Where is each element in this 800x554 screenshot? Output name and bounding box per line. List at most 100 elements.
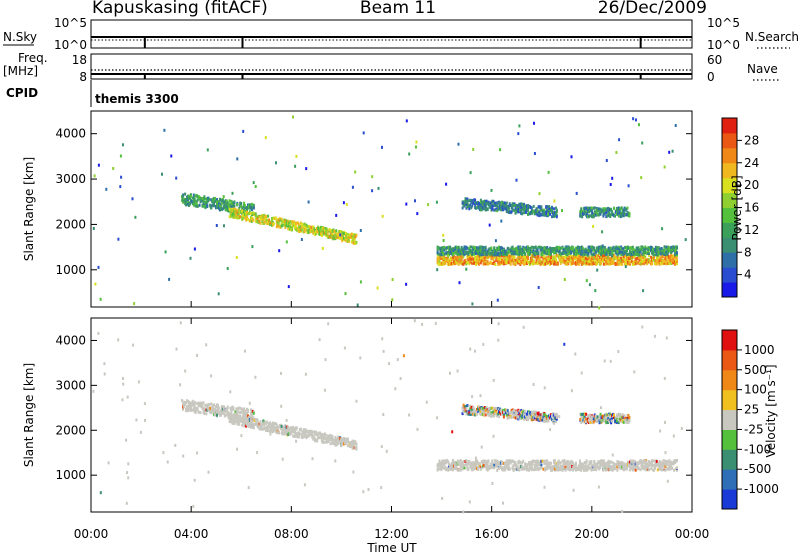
echo-cell xyxy=(298,432,301,436)
echo-cell xyxy=(541,459,544,463)
echo-speck xyxy=(661,227,664,231)
echo-cell xyxy=(554,251,557,255)
echo-cell xyxy=(495,251,498,255)
echo-cell xyxy=(465,407,468,411)
echo-speck xyxy=(356,303,359,307)
echo-cell xyxy=(590,460,593,463)
echo-cell xyxy=(487,465,490,468)
echo-speck xyxy=(362,131,365,135)
echo-cell xyxy=(241,423,244,427)
echo-cell xyxy=(263,220,266,224)
echo-speck xyxy=(335,213,338,217)
echo-speck xyxy=(242,129,245,133)
echo-cell xyxy=(622,209,625,213)
echo-cell xyxy=(292,425,295,429)
echo-speck xyxy=(638,123,640,127)
echo-cell xyxy=(561,246,564,250)
echo-cell xyxy=(346,438,349,441)
echo-cell xyxy=(588,460,591,464)
echo-cell xyxy=(200,401,203,405)
echo-cell xyxy=(530,245,533,249)
echo-speck xyxy=(416,212,419,216)
freq-tick-low: 8 xyxy=(79,70,87,84)
echo-cell xyxy=(475,465,477,469)
echo-cell xyxy=(676,258,678,262)
echo-cell xyxy=(265,217,268,221)
echo-cell xyxy=(517,466,520,470)
echo-speck xyxy=(596,268,599,272)
echo-cell xyxy=(645,247,648,251)
echo-cell xyxy=(603,246,606,249)
echo-cell xyxy=(502,207,505,211)
echo-cell xyxy=(628,211,631,215)
echo-cell xyxy=(252,426,255,430)
cpid-text: themis 3300 xyxy=(95,92,179,106)
echo-cell xyxy=(651,461,653,465)
echo-cell xyxy=(519,248,522,251)
echo-cell xyxy=(247,422,249,426)
echo-cell xyxy=(472,410,475,414)
echo-cell xyxy=(457,468,460,472)
echo-cell xyxy=(287,224,290,228)
echo-speck xyxy=(112,167,115,170)
echo-cell xyxy=(587,206,589,210)
echo-cell xyxy=(501,206,503,209)
echo-cell xyxy=(676,262,678,266)
echo-cell xyxy=(599,207,602,211)
echo-cell xyxy=(550,465,552,469)
echo-speck xyxy=(391,298,394,302)
echo-cell xyxy=(189,193,192,197)
echo-speck xyxy=(300,238,303,241)
echo-cell xyxy=(443,245,446,249)
echo-cell xyxy=(313,430,316,434)
echo-cell xyxy=(639,468,642,472)
echo-cell xyxy=(452,459,454,463)
echo-cell xyxy=(294,429,296,433)
echo-cell xyxy=(574,465,577,469)
echo-speck xyxy=(445,182,448,186)
echo-cell xyxy=(498,260,501,264)
echo-cell xyxy=(605,248,608,252)
echo-cell xyxy=(343,232,345,236)
echo-cell xyxy=(658,259,661,263)
echo-cell xyxy=(233,204,236,208)
echo-speck xyxy=(264,136,267,140)
echo-cell xyxy=(603,256,606,260)
echo-cell xyxy=(598,251,601,255)
echo-cell xyxy=(203,195,206,199)
echo-speck xyxy=(170,154,173,158)
echo-speck xyxy=(518,124,521,128)
echo-cell xyxy=(216,200,218,204)
echo-speck xyxy=(465,267,468,271)
echo-cell xyxy=(251,415,254,419)
echo-cell xyxy=(355,447,358,451)
echo-cell xyxy=(188,401,191,405)
echo-cell xyxy=(246,417,248,421)
echo-cell xyxy=(634,468,637,472)
echo-cell xyxy=(505,207,508,211)
echo-cell xyxy=(239,414,242,418)
echo-cell xyxy=(626,466,628,470)
echo-cell xyxy=(548,466,551,470)
echo-speck xyxy=(405,282,408,286)
echo-cell xyxy=(233,421,236,425)
echo-cell xyxy=(470,412,473,416)
echo-cell xyxy=(660,466,663,470)
echo-cell xyxy=(676,466,678,470)
echo-cell xyxy=(558,249,561,253)
echo-cell xyxy=(532,259,535,263)
echo-cell xyxy=(510,210,513,214)
echo-cell xyxy=(595,468,598,472)
echo-cell xyxy=(485,199,488,203)
echo-cell xyxy=(602,460,605,464)
echo-cell xyxy=(457,460,460,464)
echo-cell xyxy=(574,256,577,259)
echo-cell xyxy=(485,202,488,206)
echo-cell xyxy=(206,404,209,408)
echo-cell xyxy=(659,249,662,252)
echo-cell xyxy=(493,247,496,251)
echo-cell xyxy=(562,463,565,467)
echo-cell xyxy=(314,438,317,442)
echo-cell xyxy=(512,209,515,212)
echo-cell xyxy=(497,262,500,266)
